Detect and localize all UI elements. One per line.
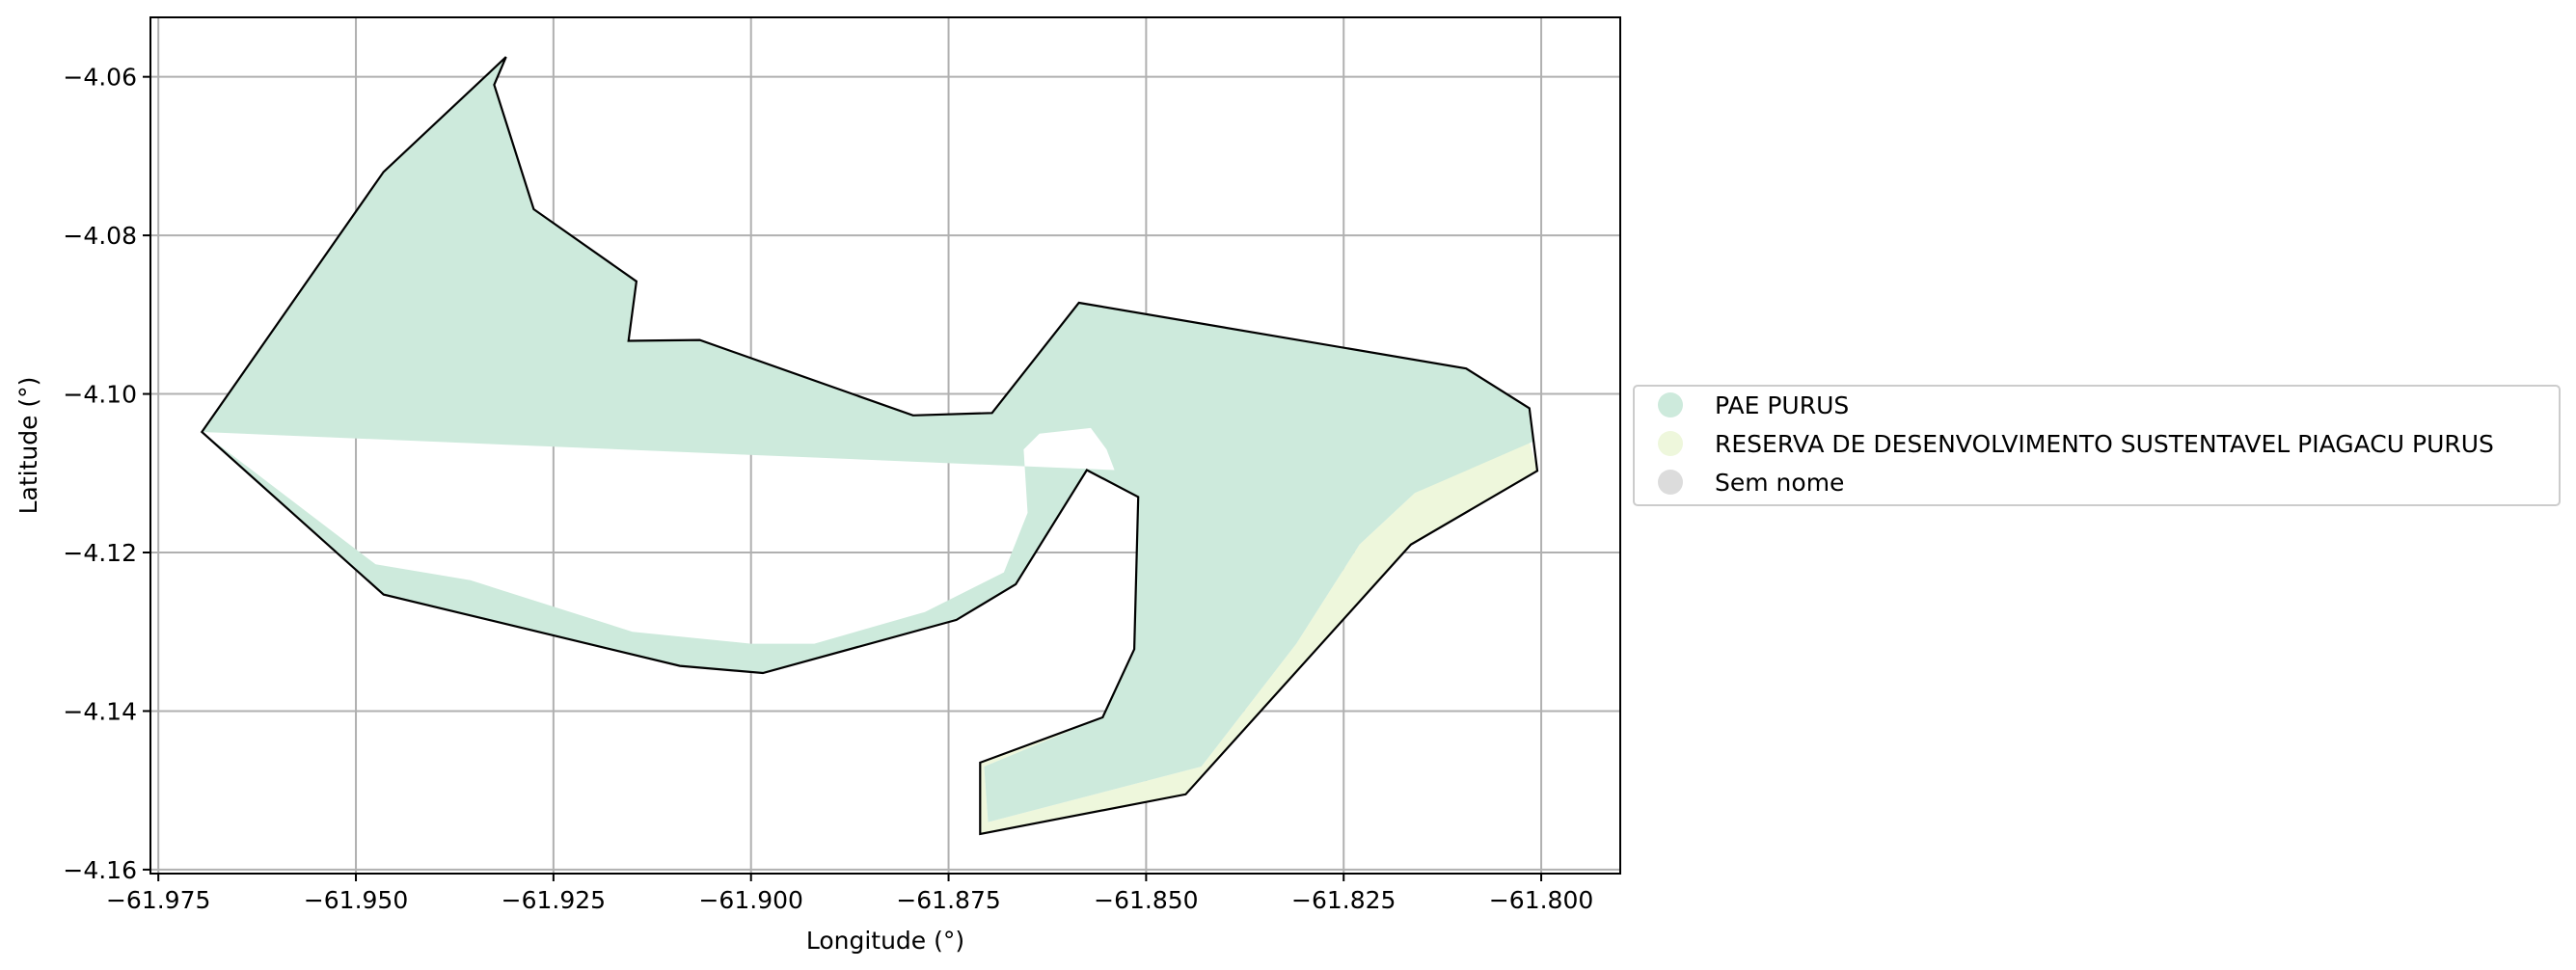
x-tick-label-0: −61.975 bbox=[106, 886, 210, 914]
legend-frame bbox=[1633, 385, 2561, 506]
y-tick-label-3: −4.12 bbox=[63, 539, 137, 567]
x-tick-label-4: −61.875 bbox=[896, 886, 1000, 914]
axis-ticks: −61.975 −61.950 −61.925 −61.900 −61.875 −61.8… bbox=[63, 64, 1593, 914]
polygon-sem-nome bbox=[200, 56, 1539, 836]
x-tick-label-5: −61.850 bbox=[1094, 886, 1198, 914]
legend-label-1: RESERVA DE DESENVOLVIMENTO SUSTENTAVEL P… bbox=[1715, 430, 2494, 458]
x-tick-label-3: −61.900 bbox=[698, 886, 802, 914]
x-tick-label-6: −61.825 bbox=[1291, 886, 1396, 914]
legend-marker-0 bbox=[1658, 392, 1683, 418]
y-tick-label-5: −4.16 bbox=[63, 856, 137, 884]
legend-label-0: PAE PURUS bbox=[1715, 391, 1849, 419]
legend-marker-1 bbox=[1658, 431, 1683, 456]
legend-label-2: Sem nome bbox=[1715, 469, 1844, 497]
x-axis-label: Longitude (°) bbox=[806, 927, 964, 955]
y-tick-label-2: −4.10 bbox=[63, 381, 137, 409]
y-tick-label-0: −4.06 bbox=[63, 64, 137, 92]
x-tick-label-1: −61.950 bbox=[304, 886, 408, 914]
legend: PAE PURUS RESERVA DE DESENVOLVIMENTO SUST… bbox=[1633, 385, 2561, 506]
y-axis-label: Latitude (°) bbox=[14, 377, 42, 515]
legend-marker-2 bbox=[1658, 470, 1683, 495]
x-tick-label-7: −61.800 bbox=[1489, 886, 1593, 914]
map-polygons bbox=[200, 56, 1539, 836]
plot-frame bbox=[149, 16, 1621, 875]
y-tick-label-4: −4.14 bbox=[63, 697, 137, 725]
x-tick-label-2: −61.925 bbox=[502, 886, 606, 914]
y-tick-label-1: −4.08 bbox=[63, 222, 137, 250]
